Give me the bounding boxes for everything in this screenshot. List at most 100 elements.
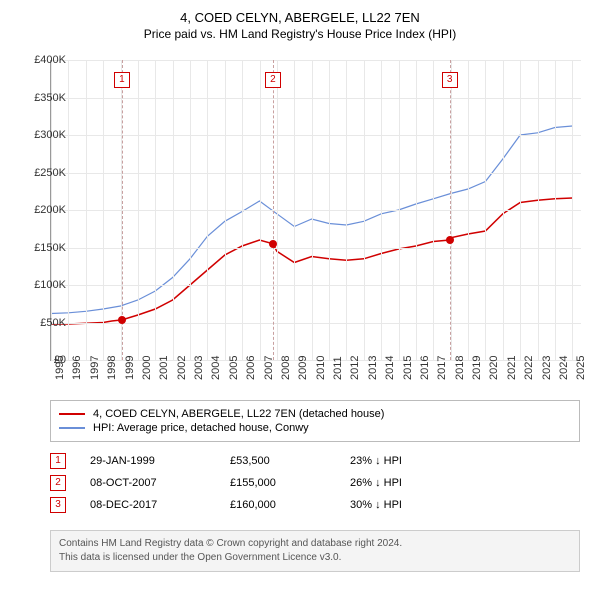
x-axis-label: 2010 [315,356,327,380]
legend-label: 4, COED CELYN, ABERGELE, LL22 7EN (detac… [93,408,384,420]
plot-area: 123 [50,60,581,361]
x-axis-label: 2004 [210,356,222,380]
x-gridline [242,60,243,360]
transaction-row: 3 08-DEC-2017£160,00030% ↓ HPI [50,494,450,516]
x-gridline [138,60,139,360]
x-axis-label: 2022 [523,356,535,380]
x-axis-label: 2007 [263,356,275,380]
transaction-row: 129-JAN-1999£53,50023% ↓ HPI [50,450,450,472]
y-gridline [51,210,581,211]
y-axis-label: £50K [26,317,66,329]
x-axis-label: 2024 [558,356,570,380]
marker-dot [446,236,454,244]
x-axis-label: 1996 [71,356,83,380]
marker-line [450,60,451,360]
x-gridline [260,60,261,360]
x-axis-label: 2019 [471,356,483,380]
x-axis-label: 2017 [436,356,448,380]
legend-swatch [59,427,85,429]
x-gridline [503,60,504,360]
x-axis-label: 2000 [141,356,153,380]
y-axis-label: £400K [26,54,66,66]
x-axis-label: 2023 [541,356,553,380]
chart-title: 4, COED CELYN, ABERGELE, LL22 7EN [0,0,600,25]
transaction-table: 129-JAN-1999£53,50023% ↓ HPI 2 08-OCT-2007… [50,450,450,516]
x-axis-label: 2008 [280,356,292,380]
x-axis-label: 2021 [506,356,518,380]
tx-price: £155,000 [230,477,350,489]
x-gridline [155,60,156,360]
chart-subtitle: Price paid vs. HM Land Registry's House … [0,25,600,49]
x-gridline [451,60,452,360]
x-gridline [190,60,191,360]
y-gridline [51,248,581,249]
tx-date: 08-OCT-2007 [90,477,230,489]
legend-swatch [59,413,85,415]
x-gridline [555,60,556,360]
chart-container: 4, COED CELYN, ABERGELE, LL22 7EN Price … [0,0,600,590]
x-axis-label: 2011 [332,356,344,380]
x-gridline [207,60,208,360]
footer-box: Contains HM Land Registry data © Crown c… [50,530,580,572]
tx-date: 08-DEC-2017 [90,499,230,511]
y-axis-label: £300K [26,129,66,141]
marker-box: 2 [265,72,281,88]
x-axis-label: 2018 [454,356,466,380]
x-gridline [294,60,295,360]
x-axis-label: 2001 [158,356,170,380]
x-gridline [433,60,434,360]
x-axis-label: 2006 [245,356,257,380]
x-axis-label: 2016 [419,356,431,380]
y-gridline [51,135,581,136]
x-gridline [381,60,382,360]
transaction-row: 2 08-OCT-2007£155,00026% ↓ HPI [50,472,450,494]
footer-line2: This data is licensed under the Open Gov… [59,551,571,565]
x-gridline [173,60,174,360]
x-axis-label: 2003 [193,356,205,380]
x-gridline [416,60,417,360]
legend-row: 4, COED CELYN, ABERGELE, LL22 7EN (detac… [59,407,571,421]
marker-dot [118,316,126,324]
tx-delta: 23% ↓ HPI [350,455,450,467]
x-gridline [485,60,486,360]
x-gridline [68,60,69,360]
marker-line [273,60,274,360]
x-gridline [520,60,521,360]
x-axis-label: 2025 [575,356,587,380]
tx-delta: 26% ↓ HPI [350,477,450,489]
x-axis-label: 2013 [367,356,379,380]
x-axis-label: 1997 [89,356,101,380]
x-gridline [346,60,347,360]
tx-delta: 30% ↓ HPI [350,499,450,511]
x-gridline [277,60,278,360]
x-gridline [538,60,539,360]
y-axis-label: £350K [26,92,66,104]
tx-marker-box: 3 [50,497,66,513]
x-gridline [86,60,87,360]
x-gridline [468,60,469,360]
y-gridline [51,323,581,324]
y-gridline [51,285,581,286]
x-axis-label: 2012 [349,356,361,380]
x-axis-label: 1999 [124,356,136,380]
x-axis-label: 1995 [54,356,66,380]
y-gridline [51,173,581,174]
x-axis-label: 2015 [402,356,414,380]
x-gridline [329,60,330,360]
x-axis-label: 2005 [228,356,240,380]
tx-marker-box: 2 [50,475,66,491]
tx-price: £160,000 [230,499,350,511]
footer-line1: Contains HM Land Registry data © Crown c… [59,537,571,551]
x-axis-label: 2009 [297,356,309,380]
x-axis-label: 2014 [384,356,396,380]
x-gridline [399,60,400,360]
legend-box: 4, COED CELYN, ABERGELE, LL22 7EN (detac… [50,400,580,442]
x-gridline [364,60,365,360]
y-gridline [51,98,581,99]
y-axis-label: £100K [26,279,66,291]
x-axis-label: 1998 [106,356,118,380]
y-axis-label: £250K [26,167,66,179]
x-gridline [572,60,573,360]
legend-row: HPI: Average price, detached house, Conw… [59,421,571,435]
y-gridline [51,60,581,61]
